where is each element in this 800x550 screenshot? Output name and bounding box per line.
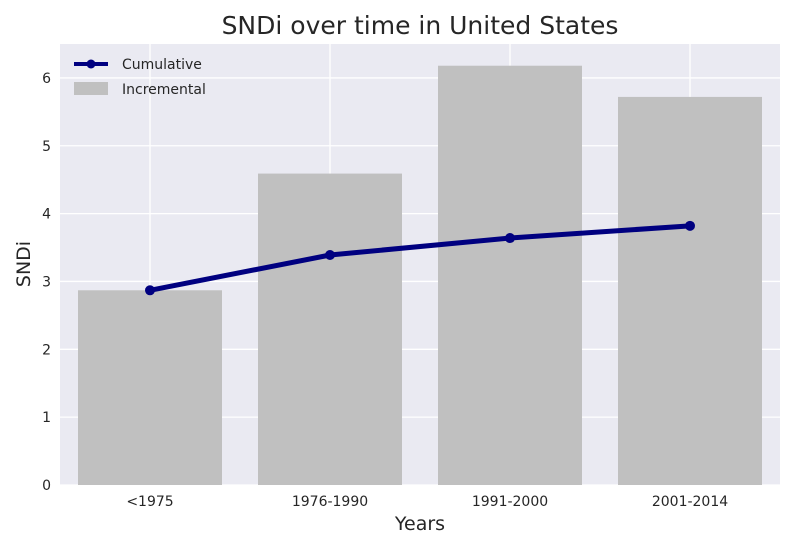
legend-incremental-label: Incremental — [122, 82, 206, 98]
y-tick-label: 0 — [42, 478, 51, 494]
y-tick-label: 5 — [42, 139, 51, 155]
x-tick-label: <1975 — [126, 494, 173, 510]
bar-incremental — [618, 96, 762, 486]
cumulative-line — [145, 220, 695, 296]
cumulative-point — [685, 220, 695, 231]
x-axis-label: Years — [394, 513, 445, 535]
cumulative-point — [325, 250, 335, 261]
bar-incremental — [78, 290, 222, 485]
x-tick-label: 1991-2000 — [472, 494, 548, 510]
legend-incremental-swatch — [74, 82, 108, 95]
y-tick-label: 1 — [42, 410, 51, 426]
legend: Cumulative Incremental — [74, 57, 206, 98]
cumulative-point — [145, 285, 155, 296]
y-tick-label: 3 — [42, 274, 51, 290]
chart-title: SNDi over time in United States — [222, 11, 619, 40]
y-tick-label: 6 — [42, 71, 51, 87]
y-tick-label: 2 — [42, 342, 51, 358]
x-tick-label: 1976-1990 — [292, 494, 368, 510]
y-axis-label: SNDi — [13, 241, 35, 287]
legend-cumulative-label: Cumulative — [122, 57, 202, 73]
bar-incremental — [258, 173, 402, 485]
x-ticks: <1975 1976-1990 1991-2000 2001-2014 — [126, 494, 728, 510]
y-tick-label: 4 — [42, 207, 51, 223]
bars — [78, 65, 762, 486]
cumulative-line-path — [147, 223, 693, 293]
x-tick-label: 2001-2014 — [652, 494, 728, 510]
y-ticks: 0 1 2 3 4 5 6 — [42, 71, 51, 494]
bar-incremental — [438, 65, 582, 486]
cumulative-point — [505, 233, 515, 244]
legend-cumulative-marker — [86, 59, 96, 69]
